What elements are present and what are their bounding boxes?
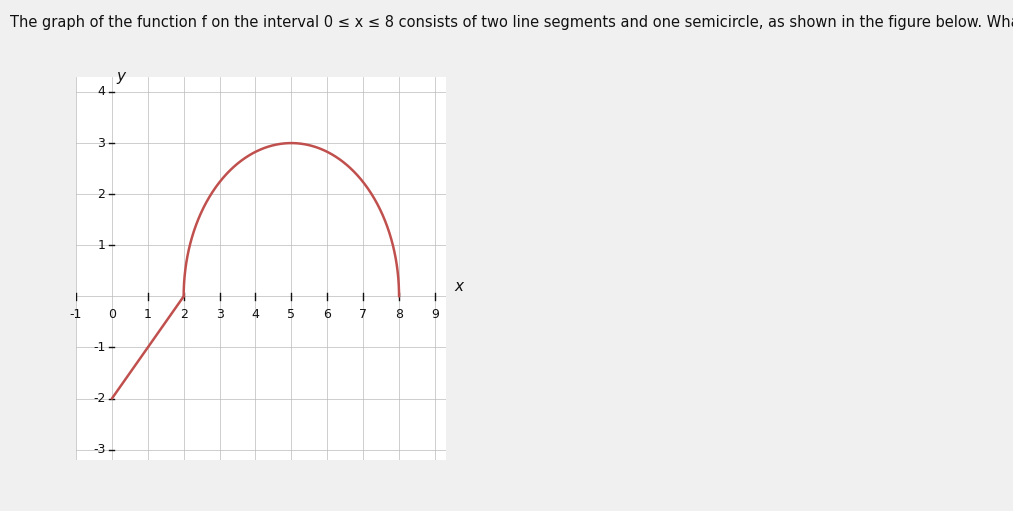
Text: 2: 2 [97,188,105,201]
Text: -1: -1 [70,308,82,320]
Text: 2: 2 [179,308,187,320]
Text: 1: 1 [97,239,105,252]
Text: 3: 3 [97,136,105,150]
Text: 9: 9 [431,308,439,320]
Text: -1: -1 [93,341,105,354]
Text: 4: 4 [97,85,105,99]
Text: x: x [455,279,464,294]
Text: 5: 5 [288,308,296,320]
Text: 8: 8 [395,308,403,320]
Text: 6: 6 [323,308,331,320]
Text: 3: 3 [216,308,224,320]
Text: 4: 4 [251,308,259,320]
Text: -3: -3 [93,443,105,456]
Text: 7: 7 [360,308,367,320]
Text: 1: 1 [144,308,152,320]
Text: -2: -2 [93,392,105,405]
Text: 0: 0 [107,308,115,320]
Text: y: y [116,69,126,84]
Text: The graph of the function f on the interval 0 ≤ x ≤ 8 consists of two line segme: The graph of the function f on the inter… [10,15,1013,31]
